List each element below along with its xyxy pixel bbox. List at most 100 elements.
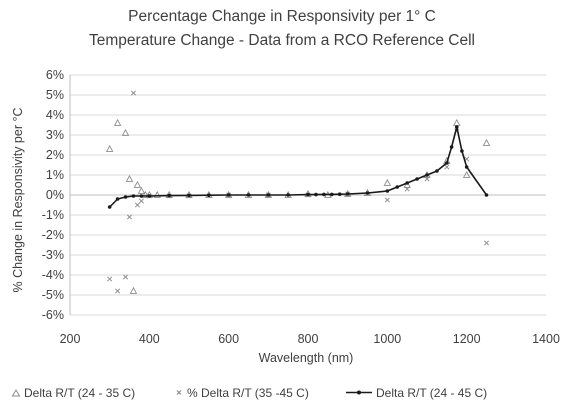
data-point-dot xyxy=(123,195,128,199)
data-point-dot xyxy=(337,192,342,196)
y-tick-label: 1% xyxy=(46,168,64,182)
legend-item-series-3: Delta R/T (24 - 45 C) xyxy=(346,386,487,400)
data-point-dot xyxy=(314,192,318,197)
data-point-dot xyxy=(306,192,310,197)
data-point-dot xyxy=(445,161,449,165)
x-tick-label: 1400 xyxy=(532,332,560,346)
data-point-x-stroke xyxy=(107,276,113,282)
data-point-triangle xyxy=(129,286,138,294)
data-point-x xyxy=(424,176,430,182)
series-marks xyxy=(105,90,491,294)
data-point-dot xyxy=(330,192,334,197)
x-tick-label: 800 xyxy=(298,332,319,346)
data-point-triangle xyxy=(141,190,150,198)
y-tick-label: 5% xyxy=(46,88,64,102)
data-point-x xyxy=(138,198,144,204)
data-point-x-stroke xyxy=(126,214,133,220)
data-point-x xyxy=(130,90,137,96)
data-point-triangle xyxy=(121,128,130,136)
data-point-triangle xyxy=(462,170,471,178)
y-axis-label: % Change in Responsivity per °C xyxy=(11,108,25,293)
legend-label-series-3: Delta R/T (24 - 45 C) xyxy=(376,386,487,400)
data-point-triangle xyxy=(113,118,122,126)
data-point-dot xyxy=(385,189,390,193)
data-point-x xyxy=(384,197,390,203)
x-tick-label: 1000 xyxy=(373,332,401,346)
chart-title-line-1: Percentage Change in Responsivity per 1°… xyxy=(128,8,436,25)
data-point-dot xyxy=(415,177,419,181)
data-point-x-stroke xyxy=(115,288,121,294)
legend-label-series-2: % Delta R/T (35 -45 C) xyxy=(187,386,309,400)
data-point-dot xyxy=(449,145,454,149)
y-tick-label: 4% xyxy=(46,108,64,122)
data-point-x xyxy=(444,164,450,170)
data-point-x xyxy=(126,214,133,220)
data-point-triangle xyxy=(153,190,162,198)
data-point-dot xyxy=(266,193,271,197)
data-point-dot xyxy=(322,192,326,197)
x-tick-label: 200 xyxy=(60,332,81,346)
data-point-triangle xyxy=(482,138,491,146)
y-tick-label: 6% xyxy=(46,68,64,82)
data-point-triangle xyxy=(137,186,146,194)
data-point-x-stroke xyxy=(384,197,390,203)
legend-item-series-2: % Delta R/T (35 -45 C) xyxy=(176,386,309,400)
y-tick-label: -4% xyxy=(42,268,64,282)
data-point-dot xyxy=(167,193,171,198)
data-point-x xyxy=(483,240,490,246)
y-tick-label: 0% xyxy=(46,188,64,202)
data-point-triangle xyxy=(383,178,392,186)
chart-title-line-2: Temperature Change - Data from a RCO Ref… xyxy=(89,32,475,49)
data-point-x-stroke xyxy=(130,90,137,96)
legend-marker-dot xyxy=(357,390,361,395)
x-tick-label: 600 xyxy=(218,332,239,346)
y-tick-label: -5% xyxy=(42,288,64,302)
data-point-dot xyxy=(187,193,191,198)
data-point-dot xyxy=(365,191,370,195)
data-point-x-stroke xyxy=(483,240,490,246)
data-point-dot xyxy=(345,192,350,196)
data-point-dot xyxy=(484,193,489,197)
data-point-dot xyxy=(435,169,439,173)
data-point-x-stroke xyxy=(404,186,410,192)
data-point-dot xyxy=(460,149,464,153)
y-tick-label: -1% xyxy=(42,208,64,222)
y-tick-label: -3% xyxy=(42,248,64,262)
data-point-dot xyxy=(131,194,136,198)
data-point-dot xyxy=(207,193,211,197)
y-tick-label: -2% xyxy=(42,228,64,242)
x-tick-label: 1200 xyxy=(453,332,481,346)
data-point-dot xyxy=(464,165,469,169)
legend-marker-x xyxy=(176,390,182,395)
data-point-triangle xyxy=(133,180,142,188)
y-tick-label: -6% xyxy=(42,308,64,322)
data-point-dot xyxy=(405,181,409,185)
data-point-triangle xyxy=(403,180,411,188)
data-point-x xyxy=(107,276,113,282)
data-point-dot xyxy=(246,193,251,197)
data-point-dot xyxy=(454,125,459,129)
data-point-x-stroke xyxy=(134,202,140,208)
series-line xyxy=(109,126,488,208)
data-point-triangle xyxy=(125,174,134,182)
data-point-x xyxy=(122,274,129,280)
axes: -6% -5% -4% -3% -2% -1% 0% 1% 2% 3% 4% 5% 6% 200 400 60… xyxy=(42,68,560,346)
legend: Delta R/T (24 - 35 C) % Delta R/T (35 -4… xyxy=(11,386,487,400)
x-axis-label: Wavelength (nm) xyxy=(259,351,354,365)
data-point-x-stroke xyxy=(444,164,450,170)
data-point-triangle xyxy=(452,118,461,126)
data-point-dot xyxy=(286,193,290,197)
data-point-x xyxy=(134,202,140,208)
data-point-dot xyxy=(115,197,120,201)
data-point-dot xyxy=(107,205,112,209)
data-point-x-stroke xyxy=(424,176,430,182)
data-point-x-stroke xyxy=(122,274,129,280)
y-tick-label: 3% xyxy=(46,128,64,142)
data-point-dot xyxy=(425,173,429,177)
legend-item-series-1: Delta R/T (24 - 35 C) xyxy=(11,386,135,400)
data-point-dot xyxy=(226,193,231,197)
data-point-x-stroke xyxy=(138,198,144,204)
data-point-dot xyxy=(147,194,152,198)
